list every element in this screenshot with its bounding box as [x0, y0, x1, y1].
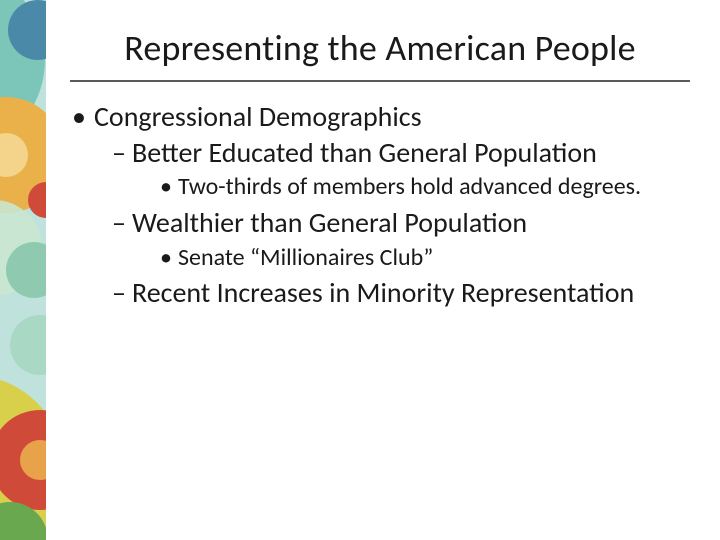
- bullet-level-2: – Better Educated than General Populatio…: [112, 136, 696, 170]
- sidebar-art: [0, 0, 46, 540]
- bullet-level-2: – Wealthier than General Population: [112, 206, 696, 240]
- lvl3a-text: Two-thirds of members hold advanced degr…: [178, 173, 666, 202]
- bullet-level-3: • Two-thirds of members hold advanced de…: [160, 173, 696, 202]
- slide-title: Representing the American People: [64, 26, 696, 70]
- dash-icon: –: [112, 276, 132, 310]
- lvl2a-text: Better Educated than General Population: [132, 136, 696, 170]
- dash-icon: –: [112, 136, 132, 170]
- decorative-sidebar: [0, 0, 46, 540]
- dot-icon: •: [160, 244, 178, 273]
- lvl1-text: Congressional Demographics: [94, 100, 696, 134]
- lvl2b-text: Wealthier than General Population: [132, 206, 696, 240]
- bullet-level-2: – Recent Increases in Minority Represent…: [112, 276, 696, 310]
- dot-icon: •: [160, 173, 178, 202]
- bullet-level-3: • Senate “Millionaires Club”: [160, 244, 696, 273]
- lvl2c-text: Recent Increases in Minority Representat…: [132, 276, 696, 310]
- lvl3b-text: Senate “Millionaires Club”: [178, 244, 666, 273]
- dash-icon: –: [112, 206, 132, 240]
- slide-content: Representing the American People • Congr…: [46, 0, 720, 540]
- bullet-level-1: • Congressional Demographics: [72, 100, 696, 134]
- title-underline: [70, 80, 690, 82]
- dot-icon: •: [72, 100, 94, 134]
